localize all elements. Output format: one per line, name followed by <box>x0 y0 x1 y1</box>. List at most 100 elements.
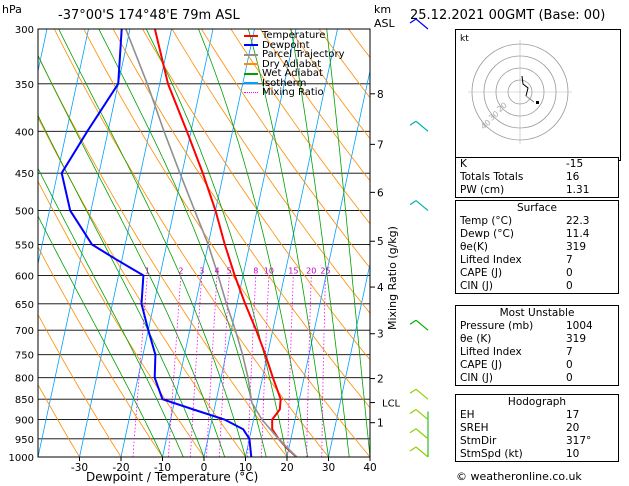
panel-row-value: 0 <box>566 267 573 279</box>
panel-row-label: StmDir <box>460 435 497 447</box>
datetime-title: 25.12.2021 00GMT (Base: 00) <box>410 8 606 23</box>
wind-barb <box>415 200 429 212</box>
panel-row: Dewp (°C) 11.4 <box>456 228 618 241</box>
isotherm-line <box>0 29 6 457</box>
mixing-ratio-axis-label: Mixing Ratio (g/kg) <box>386 226 399 330</box>
lcl-label: LCL <box>382 399 401 410</box>
panel-row: K -15 <box>456 158 618 171</box>
panel-row: CIN (J) 0 <box>456 280 618 293</box>
legend-label: Isotherm <box>262 77 307 89</box>
km-tick-label: 3 <box>377 329 384 341</box>
isotherm-line <box>38 29 131 457</box>
panel-row-label: EH <box>460 409 475 421</box>
wet-adiabat-line <box>38 167 184 457</box>
legend-entry: Dewpoint <box>244 40 345 51</box>
x-tick-label: -20 <box>112 462 129 474</box>
legend-swatch <box>244 44 258 47</box>
pressure-tick-label: 550 <box>15 240 34 251</box>
mixing-ratio-line <box>321 275 326 457</box>
isotherm-line <box>328 262 370 457</box>
hodograph-panel: Hodograph EH 17 SREH 20 StmDir 317° StmSpd (kt)… <box>455 394 619 462</box>
dry-adiabat-line <box>259 29 370 182</box>
panel-title: Most Unstable <box>499 307 575 319</box>
panel-row-label: Totals Totals <box>460 171 524 183</box>
panel-row-label: CIN (J) <box>460 372 493 384</box>
pressure-tick-label: 800 <box>15 374 34 385</box>
panel-row-label: CAPE (J) <box>460 359 503 371</box>
hodograph-unit-label: kt <box>460 34 469 44</box>
panel-row-value: 10 <box>566 448 580 460</box>
isotherm-line <box>162 29 255 457</box>
panel-row-label: Lifted Index <box>460 346 522 358</box>
panel-row: StmSpd (kt) 10 <box>456 448 618 461</box>
panel-row-value: 17 <box>566 409 580 421</box>
panel-row-label: K <box>460 158 467 170</box>
pressure-tick-label: 400 <box>15 127 34 138</box>
wind-barb <box>415 446 429 458</box>
panel-row-value: 0 <box>566 359 573 371</box>
panel-row-value: -15 <box>566 158 584 170</box>
panel-row: Pressure (mb) 1004 <box>456 320 618 333</box>
panel-row: Lifted Index 7 <box>456 346 618 359</box>
mixing-ratio-line <box>206 275 218 457</box>
panel-row-label: Pressure (mb) <box>460 320 534 332</box>
mixing-ratio-label: 8 <box>253 266 258 275</box>
pressure-tick-label: 600 <box>15 271 34 282</box>
wet-adiabat-line <box>38 54 226 457</box>
panel-row: Temp (°C) 22.3 <box>456 215 618 228</box>
panel-row-value: 1004 <box>566 320 593 332</box>
x-tick-label: -30 <box>71 462 88 474</box>
wind-barb <box>415 18 429 30</box>
x-tick-label: 0 <box>201 462 208 474</box>
surface-panel: Surface Temp (°C) 22.3 Dewp (°C) 11.4 θe(K) 31… <box>455 200 619 294</box>
mixing-ratio-line <box>132 275 148 457</box>
x-tick-label: -10 <box>154 462 171 474</box>
isotherm-line <box>369 455 370 457</box>
dry-adiabat-line <box>201 29 370 269</box>
credit-text: © weatheronline.co.uk <box>456 470 582 483</box>
mixing-ratio-line <box>287 275 294 457</box>
panel-row-value: 20 <box>566 422 580 434</box>
wind-barb <box>415 409 429 421</box>
dry-adiabat-line <box>38 246 163 457</box>
mixing-ratio-label: 1 <box>145 266 150 275</box>
dry-adiabat-line <box>53 29 329 457</box>
pressure-tick-label: 950 <box>15 435 34 446</box>
pressure-tick-label: 700 <box>15 326 34 337</box>
panel-row-label: Lifted Index <box>460 254 522 266</box>
pressure-tick-label: 1000 <box>9 453 34 464</box>
mixing-ratio-line <box>168 275 182 457</box>
isotherm-line <box>286 68 370 457</box>
panel-row-label: Dewp (°C) <box>460 228 514 240</box>
mixing-ratio-line <box>306 275 312 457</box>
wind-barb-flag <box>409 200 417 206</box>
km-tick-label: 7 <box>377 139 384 151</box>
panel-row-label: Temp (°C) <box>460 215 513 227</box>
x-tick-label: 40 <box>363 462 376 474</box>
panel-title: Surface <box>516 202 557 214</box>
wind-barb <box>415 120 429 132</box>
pressure-tick-label: 850 <box>15 395 34 406</box>
legend-entry: Dry Adiabat <box>244 59 345 70</box>
legend-swatch <box>244 34 258 37</box>
panel-row: CAPE (J) 0 <box>456 359 618 372</box>
legend-entry: Wet Adiabat <box>244 69 345 79</box>
wind-barb-flag <box>409 446 417 452</box>
mixing-ratio-line <box>190 275 203 457</box>
pressure-tick-label: 900 <box>15 416 34 427</box>
legend-swatch <box>244 53 258 56</box>
legend-swatch <box>244 82 258 85</box>
isotherm-line <box>245 29 338 457</box>
wet-adiabat-line <box>247 29 329 457</box>
wet-adiabat-line <box>38 114 205 457</box>
panel-row-label: CAPE (J) <box>460 267 503 279</box>
pressure-tick-label: 750 <box>15 351 34 362</box>
mixing-ratio-label: 20 <box>306 266 316 275</box>
dry-adiabat-line <box>171 29 370 314</box>
pressure-tick-label: 300 <box>15 25 34 36</box>
wet-adiabat-line <box>198 29 309 457</box>
mixing-ratio-label: 5 <box>227 266 232 275</box>
wind-barb <box>415 428 429 440</box>
km-tick-label: 5 <box>377 236 384 248</box>
